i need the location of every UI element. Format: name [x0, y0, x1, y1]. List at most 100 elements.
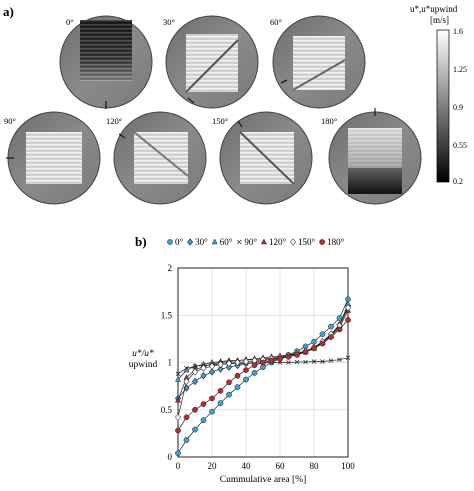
data-point [260, 359, 266, 366]
map-120deg [113, 111, 207, 205]
data-point [320, 359, 325, 364]
y-tick-label: 0.5 [161, 405, 173, 415]
colorbar [436, 29, 450, 183]
data-point [277, 355, 283, 362]
panel-b-label: b) [135, 234, 147, 249]
legend-marker-4 [260, 238, 267, 245]
data-point [336, 326, 343, 333]
map-30deg [165, 15, 259, 109]
data-point [294, 352, 300, 358]
data-point [251, 362, 258, 369]
data-point [184, 365, 189, 371]
data-point [345, 304, 351, 312]
angle-label-0: 0° [66, 17, 74, 27]
data-point [192, 368, 198, 376]
data-point [337, 357, 342, 362]
data-point [183, 437, 190, 443]
colorbar-tick-0.2: 0.2 [453, 177, 463, 186]
data-point [174, 375, 182, 382]
colorbar-tick-1.25: 1.25 [453, 65, 467, 74]
velocity-maps [6, 15, 450, 205]
data-point [209, 368, 215, 376]
data-point [209, 362, 215, 370]
colorbar-unit: [m/s] [430, 15, 449, 25]
legend-label-6: 180° [327, 237, 345, 247]
y-tick-label: 1.5 [161, 310, 173, 320]
data-point [286, 360, 291, 365]
legend-label-4: 120° [269, 237, 287, 247]
x-tick-label: 0 [176, 461, 181, 471]
line-chart: 0 20 40 60 80 100 0 0.5 1 1.5 2 Cummulative area [%… [161, 237, 356, 485]
data-point [217, 388, 224, 394]
data-point [328, 334, 334, 340]
data-point [243, 376, 249, 383]
data-point [319, 340, 326, 347]
data-point [175, 427, 181, 434]
panel-a-label: a) [3, 4, 14, 19]
data-point [183, 377, 190, 386]
legend-marker-0 [167, 239, 173, 245]
data-point [234, 372, 241, 379]
data-point [328, 323, 334, 330]
legend-marker-1 [187, 238, 194, 246]
colorbar-title: u*,u*upwind [410, 4, 458, 14]
data-point [174, 396, 182, 403]
data-point [217, 360, 224, 369]
x-tick-label: 100 [341, 461, 355, 471]
data-point [183, 384, 190, 392]
angle-label-150: 150° [212, 116, 229, 126]
data-point [260, 364, 266, 371]
angle-label-90: 90° [4, 116, 16, 126]
data-point [192, 363, 198, 369]
data-point [303, 359, 308, 365]
data-point [302, 349, 309, 355]
legend-marker-2 [211, 238, 218, 245]
data-point [192, 377, 198, 386]
x-tick-label: 20 [208, 461, 218, 471]
colorbar-tick-0.9: 0.9 [453, 103, 463, 112]
data-point [175, 371, 181, 377]
map-90deg [6, 111, 101, 205]
colorbar-tick-1.6: 1.6 [453, 27, 463, 36]
legend-marker-3 [237, 239, 242, 245]
colorbar-tick-0.55: 0.55 [453, 141, 467, 150]
y-axis-label: u*/u* upwind [128, 349, 158, 370]
data-point [200, 372, 207, 380]
data-point [209, 408, 215, 415]
data-point [192, 426, 198, 433]
map-180deg [328, 108, 422, 205]
y-tick-label: 2 [168, 263, 173, 273]
angle-label-30: 30° [163, 17, 175, 27]
data-point [200, 401, 207, 407]
data-point [268, 357, 275, 364]
data-point [217, 400, 224, 406]
data-point [234, 384, 241, 390]
data-point [226, 391, 232, 398]
data-point [294, 359, 300, 365]
legend-marker-6 [319, 239, 326, 245]
data-point [251, 370, 258, 376]
data-point [217, 365, 224, 373]
data-point [234, 358, 241, 367]
data-point [285, 353, 292, 360]
legend-label-3: 90° [244, 237, 257, 247]
y-tick-label: 1 [168, 358, 173, 368]
map-0deg [59, 15, 153, 109]
legend-label-5: 150° [298, 237, 316, 247]
map-60deg [272, 15, 366, 109]
data-point [226, 379, 232, 386]
data-point [311, 338, 317, 345]
data-point [175, 450, 181, 457]
data-point [200, 364, 207, 372]
data-point [175, 413, 181, 421]
data-point [243, 367, 249, 373]
legend-marker-5 [290, 238, 297, 246]
x-tick-label: 40 [242, 461, 252, 471]
data-point [209, 395, 215, 402]
x-axis-label: Cummulative area [%] [220, 475, 307, 485]
data-point [345, 355, 351, 361]
data-point [192, 406, 198, 413]
data-point [319, 331, 326, 338]
data-point [311, 345, 317, 352]
legend-label-0: 0° [175, 237, 184, 247]
